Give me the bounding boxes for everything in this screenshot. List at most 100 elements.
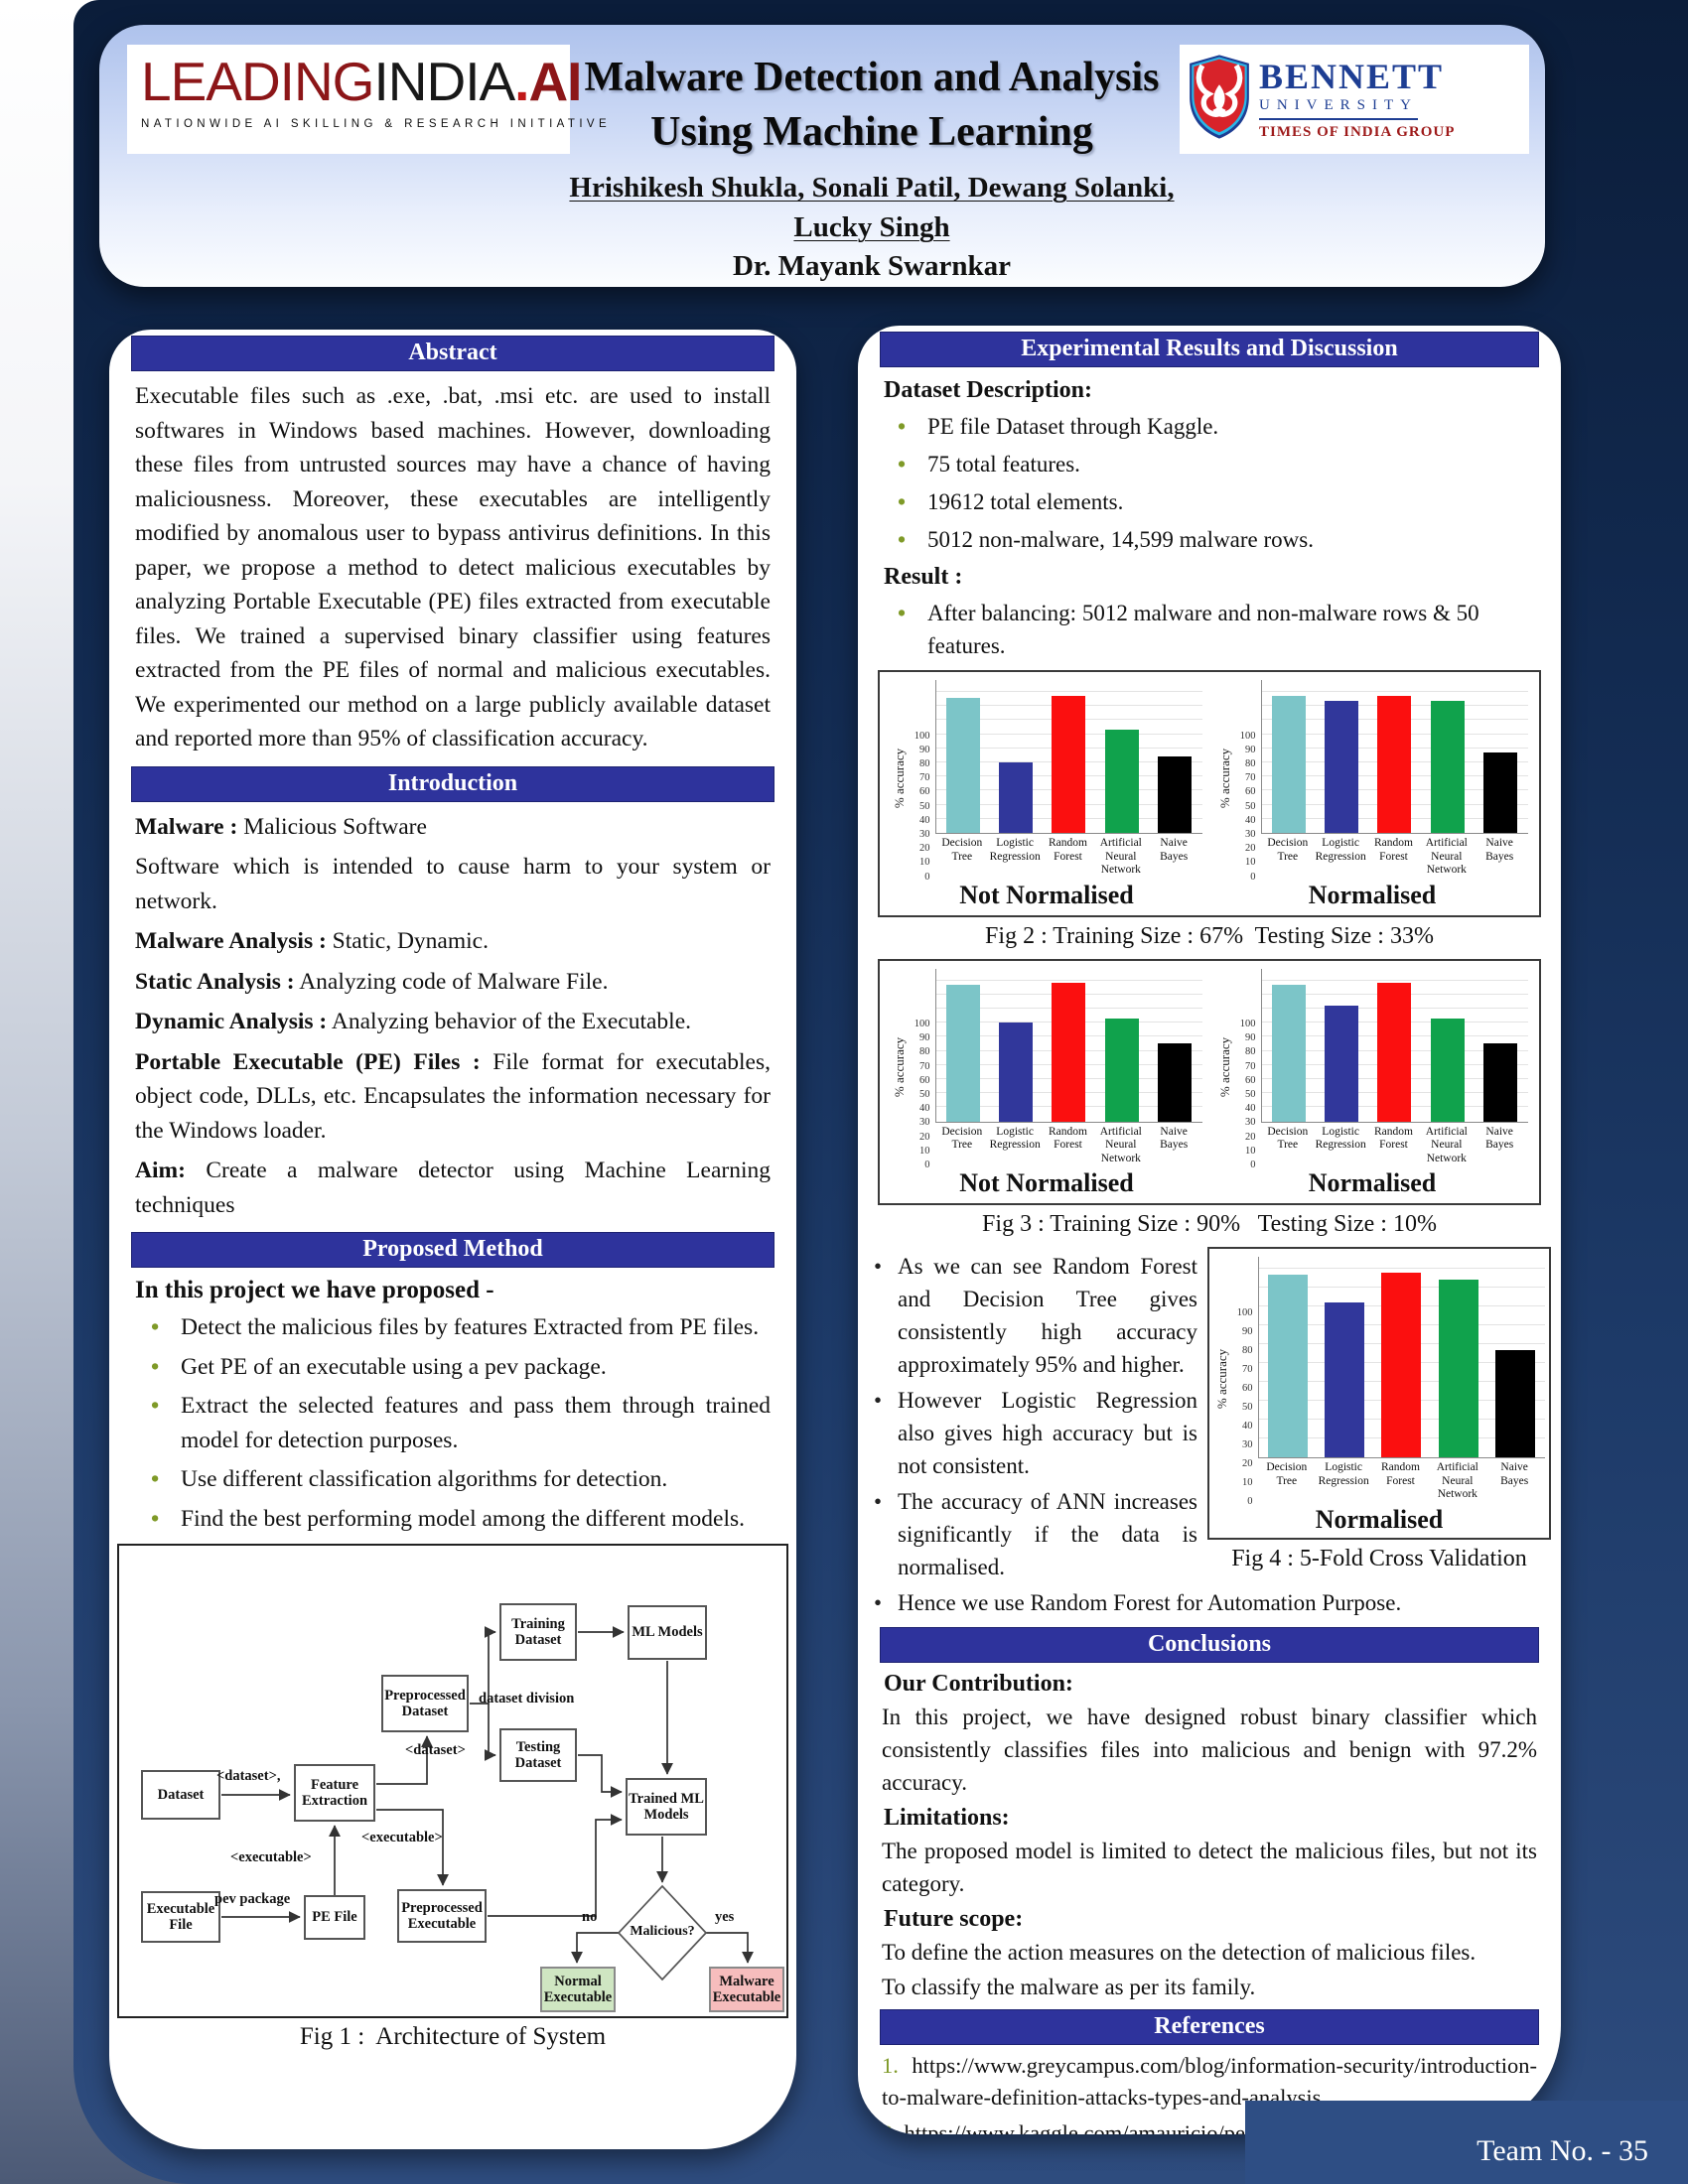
flow-box-feature-extraction: Feature Extraction bbox=[294, 1764, 375, 1822]
chart-bar bbox=[945, 697, 980, 833]
poster-title-line1: Malware Detection and Analysis bbox=[584, 55, 1160, 100]
chart-bar bbox=[1377, 983, 1412, 1122]
flow-diamond-malicious: Malicious? bbox=[630, 1924, 695, 1939]
logo-word-ai: AI bbox=[528, 51, 582, 112]
dataset-description-heading: Dataset Description: bbox=[884, 377, 1092, 403]
hence-bullet-list: Hence we use Random Forest for Automatio… bbox=[858, 1586, 1561, 1619]
list-item: PE file Dataset through Kaggle. bbox=[882, 410, 1537, 443]
result-heading: Result : bbox=[884, 564, 963, 590]
flow-box-pe-file: PE File bbox=[304, 1895, 365, 1940]
bennett-name: BENNETT bbox=[1259, 57, 1445, 96]
section-bar-results: Experimental Results and Discussion bbox=[880, 332, 1539, 367]
chart-title: Normalised bbox=[1308, 1168, 1437, 1197]
flow-box-ml-models: ML Models bbox=[628, 1605, 707, 1660]
list-item: Detect the malicious files by features E… bbox=[135, 1310, 771, 1345]
chart-bar bbox=[1438, 1280, 1478, 1457]
flow-box-dataset: Dataset bbox=[141, 1770, 220, 1820]
flow-label-executable-left: <executable> bbox=[230, 1849, 312, 1865]
chart-bar bbox=[1483, 752, 1518, 833]
y-axis-ticks: 0 10 20 30 40 50 60 70 80 90 100 bbox=[914, 1019, 930, 1170]
contribution-heading: Our Contribution: bbox=[884, 1671, 1073, 1697]
flow-box-normal-executable: Normal Executable bbox=[540, 1967, 616, 2012]
title-block: Malware Detection and Analysis Using Mac… bbox=[566, 51, 1178, 285]
poster-title-line2: Using Machine Learning bbox=[650, 109, 1093, 155]
bennett-shield-icon bbox=[1188, 52, 1251, 148]
intro-para: Static Analysis : Analyzing code of Malw… bbox=[109, 965, 796, 1000]
flow-box-malware-executable: Malware Executable bbox=[709, 1967, 784, 2012]
chart-bar bbox=[1271, 696, 1306, 833]
x-axis-labels: Decision Tree Logistic Regression Random F… bbox=[941, 837, 1189, 876]
chart-title: Normalised bbox=[1315, 1504, 1444, 1534]
bennett-logo-text: BENNETT UNIVERSITY TIMES OF INDIA GROUP bbox=[1259, 58, 1455, 141]
chart-bar bbox=[1430, 1018, 1465, 1122]
reference-number: 1. bbox=[882, 2053, 913, 2078]
fig1-architecture-flowchart: Dataset Feature Extraction Preprocessed … bbox=[117, 1544, 788, 2018]
chart-plot-area bbox=[934, 680, 1202, 834]
intro-label: Portable Executable (PE) Files : bbox=[135, 1048, 481, 1075]
list-item: 19612 total elements. bbox=[882, 485, 1537, 518]
flow-box-preprocessed-dataset: Preprocessed Dataset bbox=[381, 1675, 469, 1732]
list-item: After balancing: 5012 malware and non-ma… bbox=[882, 597, 1537, 662]
flow-label-dataset2: <dataset> bbox=[405, 1742, 466, 1758]
section-bar-proposed-method: Proposed Method bbox=[131, 1232, 774, 1268]
intro-text: File format for executables, object code… bbox=[135, 1048, 771, 1144]
x-axis-labels: Decision Tree Logistic Regression Random F… bbox=[941, 1125, 1189, 1164]
intro-text: Analyzing behavior of the Executable. bbox=[331, 1009, 691, 1034]
intro-text: Software which is intended to cause harm… bbox=[135, 854, 771, 914]
x-axis-labels: Decision Tree Logistic Regression Random F… bbox=[1267, 1125, 1514, 1164]
analysis-row: As we can see Random Forest and Decision… bbox=[858, 1247, 1561, 1583]
fig2-caption: Fig 2 : Training Size : 67% Testing Size… bbox=[985, 922, 1434, 949]
intro-para: Malware Analysis : Static, Dynamic. bbox=[109, 924, 796, 959]
fig4-wrap: % accuracy 0 10 20 30 40 50 60 70 80 90 100 Decision… bbox=[1207, 1247, 1551, 1583]
chart-bar bbox=[1271, 984, 1306, 1122]
fig4-chart-box: % accuracy 0 10 20 30 40 50 60 70 80 90 100 Decision… bbox=[1207, 1247, 1551, 1540]
list-item: Hence we use Random Forest for Automatio… bbox=[868, 1586, 1551, 1619]
flow-box-training-dataset: Training Dataset bbox=[499, 1603, 577, 1661]
dataset-bullet-list: PE file Dataset through Kaggle. 75 total … bbox=[858, 410, 1561, 556]
chart-bar bbox=[1158, 1043, 1193, 1122]
chart-bar bbox=[1483, 1043, 1518, 1122]
intro-text: Analyzing code of Malware File. bbox=[299, 968, 609, 995]
fig2-chart-group: % accuracy 0 10 20 30 40 50 60 70 80 90 100 Decision… bbox=[878, 670, 1541, 917]
chart-title: Not Normalised bbox=[959, 1168, 1134, 1197]
chart-plot-area bbox=[1260, 968, 1528, 1123]
fig4-caption: Fig 4 : 5-Fold Cross Validation bbox=[1231, 1545, 1527, 1571]
flow-box-preprocessed-executable: Preprocessed Executable bbox=[397, 1889, 487, 1943]
list-item: However Logistic Regression also gives h… bbox=[868, 1384, 1197, 1482]
logo-dot: . bbox=[514, 51, 529, 112]
y-axis-ticks: 0 10 20 30 40 50 60 70 80 90 100 bbox=[914, 730, 930, 883]
y-axis-ticks: 0 10 20 30 40 50 60 70 80 90 100 bbox=[1236, 1306, 1253, 1507]
intro-label: Dynamic Analysis : bbox=[135, 1009, 328, 1034]
intro-para: Malware : Malicious Software bbox=[109, 810, 796, 845]
x-axis-labels: Decision Tree Logistic Regression Random F… bbox=[1267, 837, 1514, 876]
intro-text: Static, Dynamic. bbox=[332, 928, 489, 954]
intro-para: Software which is intended to cause harm… bbox=[109, 850, 796, 918]
flow-label-pev-package: pev package bbox=[214, 1891, 291, 1907]
x-axis-labels: Decision Tree Logistic Regression Random F… bbox=[1266, 1461, 1529, 1500]
limitations-heading: Limitations: bbox=[884, 1805, 1010, 1831]
flow-label-no: no bbox=[582, 1909, 598, 1925]
bennett-group: TIMES OF INDIA GROUP bbox=[1259, 124, 1456, 140]
chart-bar bbox=[1495, 1349, 1536, 1457]
fig3-caption: Fig 3 : Training Size : 90% Testing Size… bbox=[982, 1211, 1437, 1237]
introduction-content: Malware : Malicious Software Software wh… bbox=[109, 810, 796, 1223]
chart-plot-area bbox=[1260, 680, 1528, 834]
proposed-intro: In this project we have proposed - bbox=[135, 1277, 494, 1303]
chart-bar bbox=[1377, 696, 1412, 833]
fig2-chart-not-normalised: % accuracy 0 10 20 30 40 50 60 70 80 90 100 Decision… bbox=[892, 680, 1202, 911]
flow-box-testing-dataset: Testing Dataset bbox=[499, 1728, 577, 1782]
fig4-chart-normalised: % accuracy 0 10 20 30 40 50 60 70 80 90 100 Decision… bbox=[1211, 1257, 1547, 1536]
bennett-logo: BENNETT UNIVERSITY TIMES OF INDIA GROUP bbox=[1180, 45, 1529, 154]
chart-bar bbox=[1325, 1006, 1359, 1122]
analysis-bullet-list: As we can see Random Forest and Decision… bbox=[868, 1247, 1197, 1583]
section-bar-references: References bbox=[880, 2009, 1539, 2045]
chart-bar bbox=[1325, 700, 1359, 833]
list-item: Find the best performing model among the… bbox=[135, 1502, 771, 1537]
chart-bar bbox=[1158, 756, 1193, 833]
y-axis-ticks: 0 10 20 30 40 50 60 70 80 90 100 bbox=[1239, 730, 1256, 883]
flow-label-dataset-division: dataset division bbox=[479, 1691, 575, 1706]
bennett-university: UNIVERSITY bbox=[1259, 95, 1418, 120]
authors-line: Hrishikesh Shukla, Sonali Patil, Dewang … bbox=[569, 172, 1175, 243]
flowchart-arrows bbox=[221, 1626, 754, 1981]
